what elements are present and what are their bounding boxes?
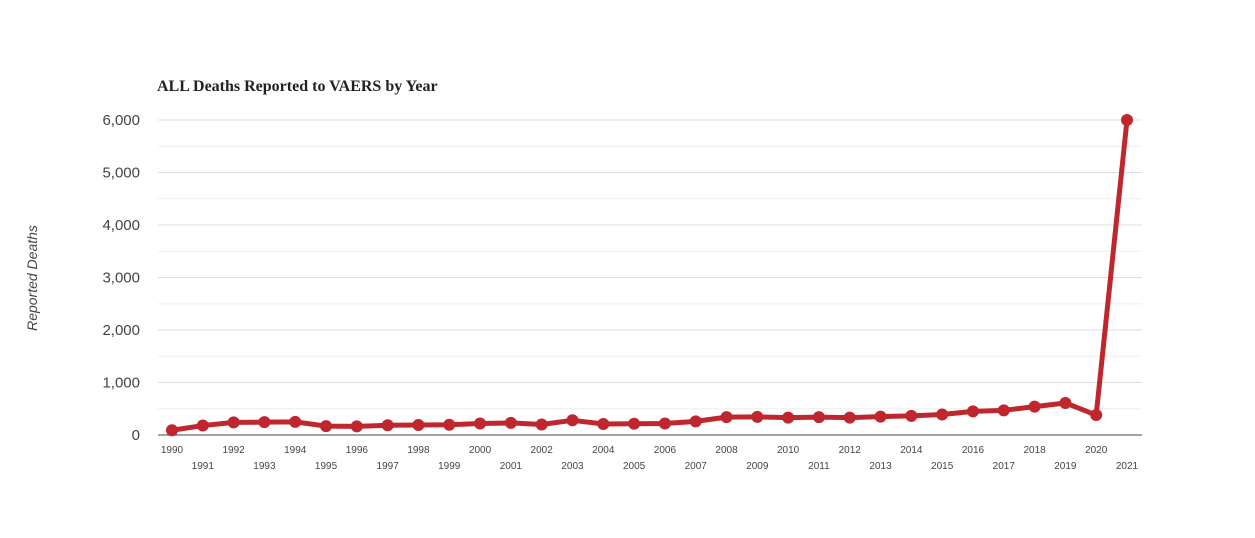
x-tick-label: 2008 xyxy=(715,445,738,456)
x-tick-label: 1999 xyxy=(438,461,461,472)
y-tick-label: 4,000 xyxy=(102,217,140,234)
x-tick-label: 2014 xyxy=(900,445,923,456)
x-tick-label: 2007 xyxy=(685,461,708,472)
x-tick-label: 2009 xyxy=(746,461,769,472)
gridlines xyxy=(158,119,1142,436)
x-tick-label: 1994 xyxy=(284,445,307,456)
series-layer xyxy=(166,114,1133,437)
data-point-2018 xyxy=(1028,400,1041,413)
y-tick-label: 3,000 xyxy=(102,270,140,287)
data-point-2000 xyxy=(474,417,487,430)
x-tick-label: 1992 xyxy=(222,445,245,456)
y-axis-label: Reported Deaths xyxy=(24,225,40,331)
x-tick-label: 2011 xyxy=(808,461,830,472)
x-tick-label: 1995 xyxy=(315,461,338,472)
data-point-1993 xyxy=(258,416,271,429)
y-tick-label: 1,000 xyxy=(102,375,140,392)
data-point-2002 xyxy=(535,418,548,431)
data-point-2006 xyxy=(658,417,671,430)
x-tick-label: 2020 xyxy=(1085,445,1108,456)
data-point-1992 xyxy=(227,416,240,429)
data-point-2014 xyxy=(905,409,918,422)
data-point-1996 xyxy=(350,420,363,433)
data-point-2016 xyxy=(966,405,979,418)
data-point-2007 xyxy=(689,415,702,428)
chart-title: ALL Deaths Reported to VAERS by Year xyxy=(157,78,438,95)
x-tick-label: 2015 xyxy=(931,461,954,472)
data-point-2008 xyxy=(720,411,733,424)
data-point-2017 xyxy=(997,404,1010,417)
x-tick-label: 2021 xyxy=(1116,461,1139,472)
x-tick-label: 2006 xyxy=(654,445,677,456)
x-tick-label: 2018 xyxy=(1023,445,1046,456)
data-point-2009 xyxy=(751,410,764,423)
data-point-1991 xyxy=(196,419,209,432)
y-tick-label: 5,000 xyxy=(102,165,140,182)
x-tick-label: 2004 xyxy=(592,445,615,456)
data-point-1999 xyxy=(443,418,456,431)
data-point-2013 xyxy=(874,410,887,423)
x-tick-label: 1993 xyxy=(253,461,276,472)
data-point-2001 xyxy=(504,416,517,429)
x-tick-label: 2005 xyxy=(623,461,646,472)
data-point-2021 xyxy=(1121,114,1133,126)
data-point-2020 xyxy=(1090,409,1103,422)
data-point-2004 xyxy=(597,417,610,430)
y-tick-label: 6,000 xyxy=(102,112,140,129)
data-point-1997 xyxy=(381,419,394,432)
x-axis-ticks: 1990 1991 1992 1993 1994 1995 1996 1997 1998 1999… xyxy=(161,445,1139,472)
x-tick-label: 2003 xyxy=(561,461,584,472)
data-point-2003 xyxy=(566,414,579,427)
x-tick-label: 2002 xyxy=(531,445,554,456)
x-tick-label: 2013 xyxy=(869,461,892,472)
x-tick-label: 2017 xyxy=(993,461,1016,472)
x-tick-label: 1996 xyxy=(346,445,369,456)
data-point-1990 xyxy=(166,424,178,437)
data-point-2015 xyxy=(936,408,949,421)
data-point-2011 xyxy=(812,411,825,424)
x-tick-label: 1998 xyxy=(407,445,430,456)
x-tick-label: 2010 xyxy=(777,445,800,456)
data-point-1994 xyxy=(289,415,302,428)
data-point-2019 xyxy=(1059,396,1072,409)
x-tick-label: 2012 xyxy=(839,445,862,456)
y-tick-label: 2,000 xyxy=(102,322,140,339)
x-tick-label: 1997 xyxy=(377,461,400,472)
data-point-1995 xyxy=(320,420,333,433)
x-tick-label: 2000 xyxy=(469,445,492,456)
y-tick-label: 0 xyxy=(132,427,140,444)
data-point-2010 xyxy=(782,411,795,424)
data-point-1998 xyxy=(412,419,425,432)
data-point-2005 xyxy=(628,417,641,430)
x-tick-label: 1991 xyxy=(192,461,215,472)
x-tick-label: 2016 xyxy=(962,445,985,456)
data-point-2012 xyxy=(843,411,856,424)
x-tick-label: 2019 xyxy=(1054,461,1077,472)
series-line xyxy=(169,117,1130,433)
x-tick-label: 1990 xyxy=(161,445,184,456)
x-tick-label: 2001 xyxy=(500,461,523,472)
y-axis-ticks: 0 1,000 2,000 3,000 4,000 5,000 6,000 xyxy=(102,112,140,444)
